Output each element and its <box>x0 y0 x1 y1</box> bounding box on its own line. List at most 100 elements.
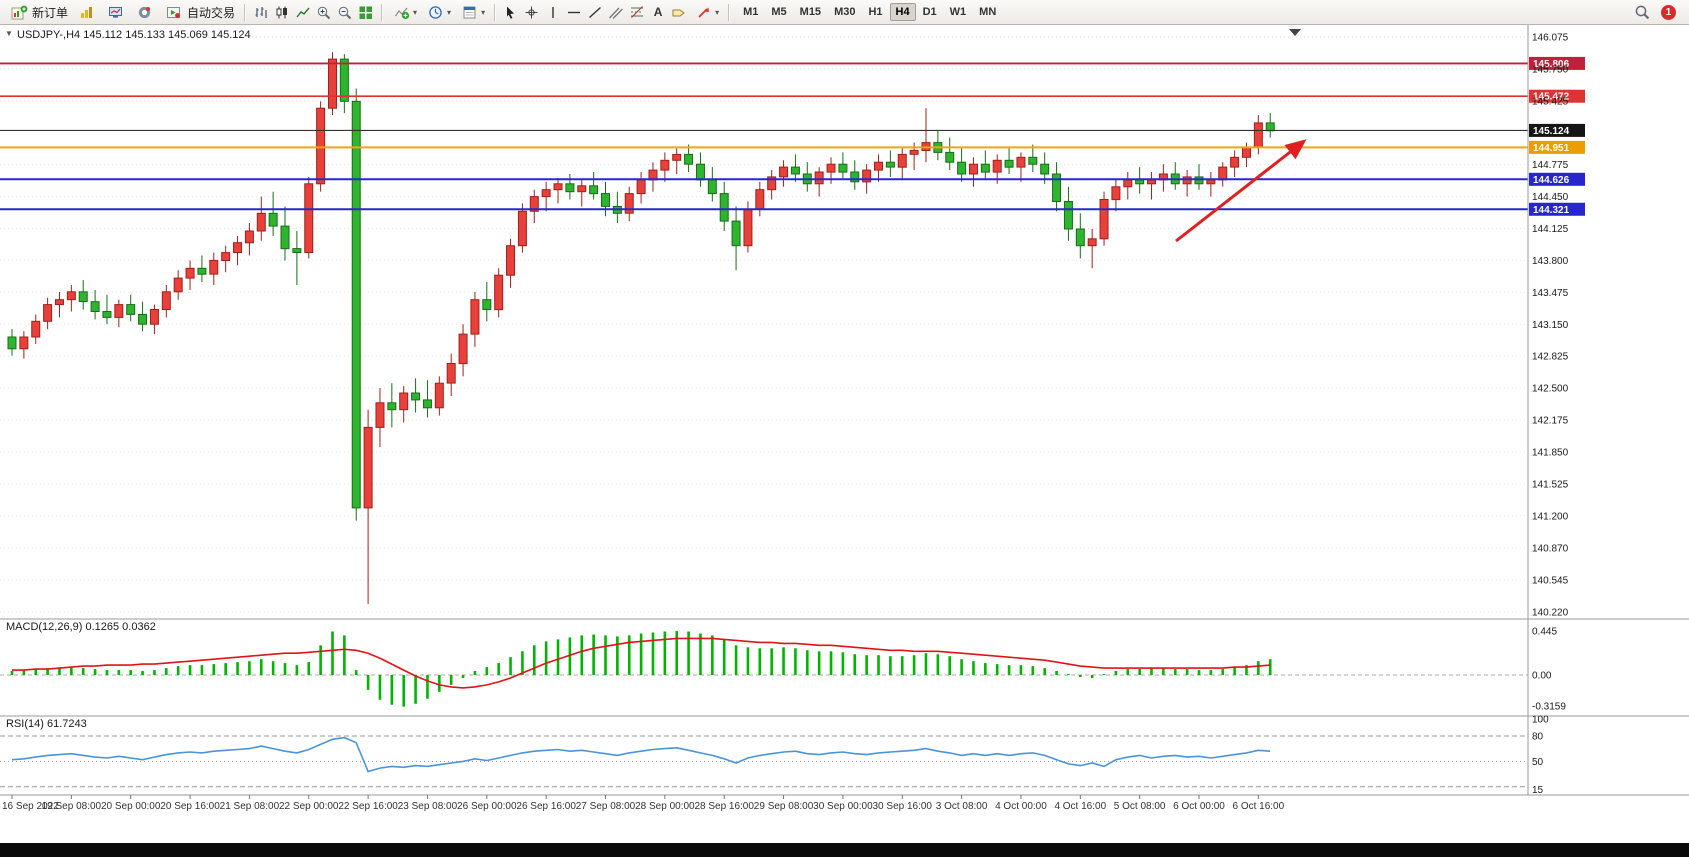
profiles-button[interactable] <box>102 2 130 23</box>
periods-dropdown-caret[interactable]: ▾ <box>447 7 452 17</box>
macd-label: MACD(12,26,9) <box>6 621 83 633</box>
candle <box>897 153 907 168</box>
candle <box>339 58 349 102</box>
candle <box>197 267 207 275</box>
price-tag <box>1529 202 1585 216</box>
svg-text:144.775: 144.775 <box>1532 160 1569 171</box>
candle <box>458 333 468 365</box>
timeframe-H4[interactable]: H4 <box>889 3 916 21</box>
timeframe-M15[interactable]: M15 <box>799 6 822 18</box>
candle <box>885 161 895 168</box>
channel-tool-icon[interactable] <box>606 2 626 22</box>
candle <box>351 100 361 509</box>
zoom-in-icon[interactable] <box>314 2 334 22</box>
timeframe-M30[interactable]: M30 <box>834 6 856 18</box>
tile-windows-icon[interactable] <box>356 2 376 22</box>
periods-button[interactable]: ▾ <box>422 2 455 23</box>
trend-arrow-annotation <box>1175 139 1307 243</box>
horizontal-line-tool-icon[interactable] <box>564 2 584 22</box>
candle <box>482 299 492 311</box>
toolbar: 新订单 自动交易 <box>0 0 1689 25</box>
text-tool-icon[interactable]: A <box>653 5 663 19</box>
candle <box>517 210 527 247</box>
candle <box>1123 179 1133 188</box>
zoom-out-icon[interactable] <box>335 2 355 22</box>
svg-text:-0.3159: -0.3159 <box>1532 702 1566 713</box>
candle <box>553 183 563 191</box>
new-order-button[interactable]: 新订单 <box>5 2 72 23</box>
timeframe-MN[interactable]: MN <box>979 6 997 18</box>
candle <box>1004 159 1014 168</box>
new-chart-button[interactable] <box>73 2 101 23</box>
timeframe-M5[interactable]: M5 <box>771 6 787 18</box>
svg-text:146.075: 146.075 <box>1532 33 1569 44</box>
templates-button[interactable]: ▾ <box>456 2 489 23</box>
timeframe-H1[interactable]: H1 <box>868 6 883 18</box>
candle <box>1052 173 1062 202</box>
line-chart-type-icon[interactable] <box>293 2 313 22</box>
candle <box>826 163 836 173</box>
community-button[interactable] <box>131 2 159 23</box>
candle <box>968 163 978 175</box>
one-click-trading-toggle[interactable]: ▼ <box>5 29 13 38</box>
trendline-tool-icon[interactable] <box>585 2 605 22</box>
bar-chart-type-icon[interactable] <box>251 2 271 22</box>
svg-text:5 Oct 08:00: 5 Oct 08:00 <box>1114 801 1166 812</box>
chart-canvas[interactable]: 145.806 145.472 145.124 144.951 144.626 144.3… <box>0 25 1689 843</box>
candle <box>506 245 516 276</box>
indicators-dropdown-caret[interactable]: ▾ <box>413 7 418 17</box>
autotrading-label: 自动交易 <box>187 5 236 20</box>
candle <box>1063 201 1073 230</box>
rsi-label: RSI(14) <box>6 718 44 730</box>
svg-text:23 Sep 08:00: 23 Sep 08:00 <box>398 801 458 812</box>
candle <box>470 299 480 335</box>
candle <box>945 151 955 163</box>
fibonacci-tool-icon[interactable] <box>627 2 647 22</box>
cursor-icon[interactable] <box>501 2 521 22</box>
svg-text:145.472: 145.472 <box>1533 92 1570 103</box>
indicators-button[interactable]: ▾ <box>388 2 421 23</box>
svg-text:6 Oct 00:00: 6 Oct 00:00 <box>1173 801 1225 812</box>
candle <box>434 382 444 409</box>
svg-text:29 Sep 08:00: 29 Sep 08:00 <box>754 801 814 812</box>
candle <box>779 166 789 178</box>
candle <box>185 267 195 279</box>
search-icon[interactable] <box>1632 2 1652 22</box>
price-tag <box>1529 123 1585 137</box>
svg-text:26 Sep 00:00: 26 Sep 00:00 <box>457 801 517 812</box>
candle <box>1087 238 1097 247</box>
candle <box>43 304 53 322</box>
vertical-line-tool-icon[interactable] <box>543 2 563 22</box>
candlestick-chart-type-icon[interactable] <box>272 2 292 22</box>
arrows-dropdown-caret[interactable]: ▾ <box>715 7 720 17</box>
svg-text:142.500: 142.500 <box>1532 384 1569 395</box>
timeframe-D1[interactable]: D1 <box>922 6 937 18</box>
autotrading-button[interactable]: 自动交易 <box>160 2 239 23</box>
new-chart-icon <box>77 2 97 22</box>
indicators-icon <box>392 2 412 22</box>
candle <box>221 252 231 262</box>
grid <box>0 36 1528 613</box>
svg-text:143.475: 143.475 <box>1532 288 1569 299</box>
svg-text:145.806: 145.806 <box>1533 59 1570 70</box>
svg-text:145.425: 145.425 <box>1532 96 1569 107</box>
svg-text:28 Sep 16:00: 28 Sep 16:00 <box>694 801 754 812</box>
arrows-tool-button[interactable]: ▾ <box>690 2 723 23</box>
rsi-header: RSI(14) 61.7243 <box>6 718 87 730</box>
candle <box>375 402 385 428</box>
timeframe-W1[interactable]: W1 <box>949 6 967 18</box>
candle <box>624 193 634 214</box>
candle <box>280 225 290 250</box>
notification-badge[interactable]: 1 <box>1661 4 1676 20</box>
candle <box>446 363 456 384</box>
timeframe-M1[interactable]: M1 <box>743 6 759 18</box>
annotations <box>1175 29 1307 243</box>
candle <box>660 159 670 171</box>
text-label-tool-icon[interactable] <box>669 2 689 22</box>
candle <box>1218 166 1228 181</box>
svg-text:30 Sep 16:00: 30 Sep 16:00 <box>873 801 933 812</box>
templates-dropdown-caret[interactable]: ▾ <box>481 7 486 17</box>
svg-text:100: 100 <box>1532 715 1549 726</box>
price-tag <box>1529 89 1585 103</box>
crosshair-icon[interactable] <box>522 2 542 22</box>
